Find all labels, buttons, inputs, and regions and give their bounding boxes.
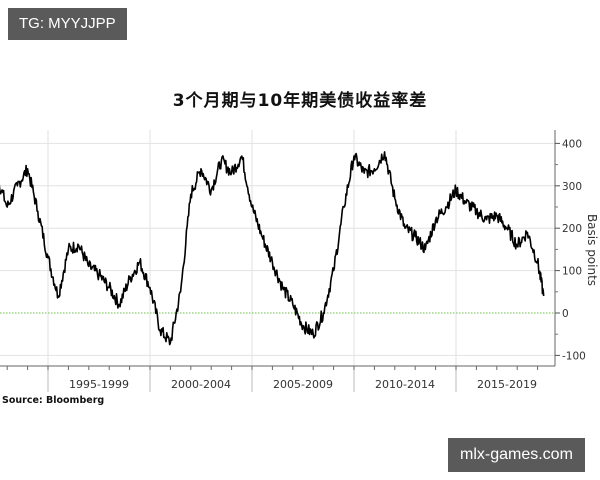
spread-line <box>0 151 545 346</box>
x-category-label: 2005-2009 <box>273 378 333 391</box>
y-tick-label: 100 <box>562 266 582 278</box>
y-tick-label: 200 <box>562 223 582 235</box>
x-category-label: 2000-2004 <box>171 378 231 391</box>
y-axis-ticks: 400 300 200 100 0 -100 <box>555 138 586 362</box>
y-tick-label: 300 <box>562 181 582 193</box>
x-category-label: 2010-2014 <box>375 378 435 391</box>
y-axis-label: Basis points <box>585 214 599 286</box>
x-axis-groups: 1995-1999 2000-2004 2005-2009 2010-2014 2015… <box>6 130 539 392</box>
x-category-label: 2015-2019 <box>477 378 537 391</box>
y-tick-label: 400 <box>562 138 582 150</box>
chart-title: 3个月期与10年期美债收益率差 <box>172 91 428 111</box>
x-category-label: 1995-1999 <box>69 378 129 391</box>
watermark-badge-bottom: mlx-games.com <box>448 438 585 472</box>
watermark-badge-top: TG: MYYJJPP <box>8 8 127 40</box>
gridlines <box>0 142 555 356</box>
y-tick-label: 0 <box>562 308 569 320</box>
source-note: Source: Bloomberg <box>2 395 105 406</box>
y-tick-label: -100 <box>562 350 586 362</box>
